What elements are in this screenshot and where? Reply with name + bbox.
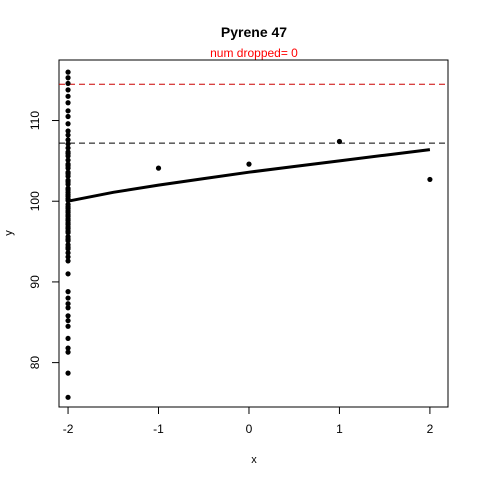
data-point	[65, 318, 71, 324]
data-point	[65, 216, 71, 222]
x-tick-label: -2	[63, 422, 74, 436]
y-axis: 80 90 100 110	[28, 111, 60, 370]
fit-curve-layer	[67, 148, 431, 203]
data-point	[65, 301, 71, 307]
data-point	[336, 138, 343, 145]
data-point	[65, 250, 71, 256]
x-tick-label: 0	[246, 422, 253, 436]
reference-lines	[59, 83, 448, 144]
data-point	[65, 179, 71, 185]
data-point	[155, 165, 162, 171]
data-point	[65, 370, 71, 376]
chart-title: Pyrene 47	[221, 24, 287, 40]
data-point	[65, 345, 71, 351]
data-point	[65, 224, 71, 230]
data-point	[65, 228, 71, 234]
data-point	[65, 295, 71, 301]
data-point	[427, 176, 433, 183]
x-axis-label: x	[251, 454, 257, 466]
data-point	[65, 93, 71, 99]
data-point	[65, 208, 71, 214]
data-point	[65, 236, 71, 242]
x-tick-label: 2	[427, 422, 434, 436]
data-point	[65, 157, 71, 163]
data-point	[65, 141, 71, 147]
data-point	[65, 305, 71, 311]
y-tick-label: 110	[28, 111, 42, 130]
data-point	[65, 271, 71, 277]
data-point	[65, 137, 71, 143]
data-point	[65, 87, 71, 93]
data-point	[65, 151, 71, 157]
x-tick-label: -1	[153, 422, 164, 436]
plot-frame	[58, 59, 449, 408]
data-point	[65, 349, 71, 355]
data-point	[65, 394, 71, 400]
data-point	[65, 335, 71, 342]
data-point	[65, 323, 71, 329]
y-tick-label: 100	[28, 191, 42, 211]
data-point	[65, 145, 71, 151]
data-points	[65, 69, 433, 400]
fit-curve	[67, 148, 431, 203]
y-tick-label: 90	[28, 275, 42, 289]
data-point	[65, 108, 71, 114]
data-point	[65, 313, 71, 319]
data-point	[65, 204, 71, 210]
data-point	[65, 212, 71, 218]
data-point	[65, 171, 71, 177]
data-point	[65, 289, 71, 295]
data-point	[65, 244, 71, 250]
data-point	[65, 196, 71, 202]
y-tick-label: 80	[28, 356, 42, 370]
data-point	[65, 113, 71, 120]
data-point	[65, 100, 71, 106]
data-point	[65, 75, 71, 81]
data-point	[65, 128, 71, 134]
data-point	[65, 132, 71, 138]
x-tick-label: 1	[336, 422, 343, 436]
data-point	[65, 163, 71, 169]
data-point	[65, 220, 71, 226]
data-point	[65, 254, 71, 260]
data-point	[65, 192, 71, 198]
data-point	[65, 80, 71, 87]
data-point	[65, 121, 71, 127]
data-point	[246, 161, 252, 167]
chart-subtitle: num dropped= 0	[210, 46, 298, 60]
y-axis-label: y	[3, 230, 15, 236]
data-point	[65, 187, 71, 193]
data-point	[65, 69, 71, 75]
data-point	[65, 258, 71, 264]
x-axis: -2 -1 0 1 2	[63, 406, 434, 436]
